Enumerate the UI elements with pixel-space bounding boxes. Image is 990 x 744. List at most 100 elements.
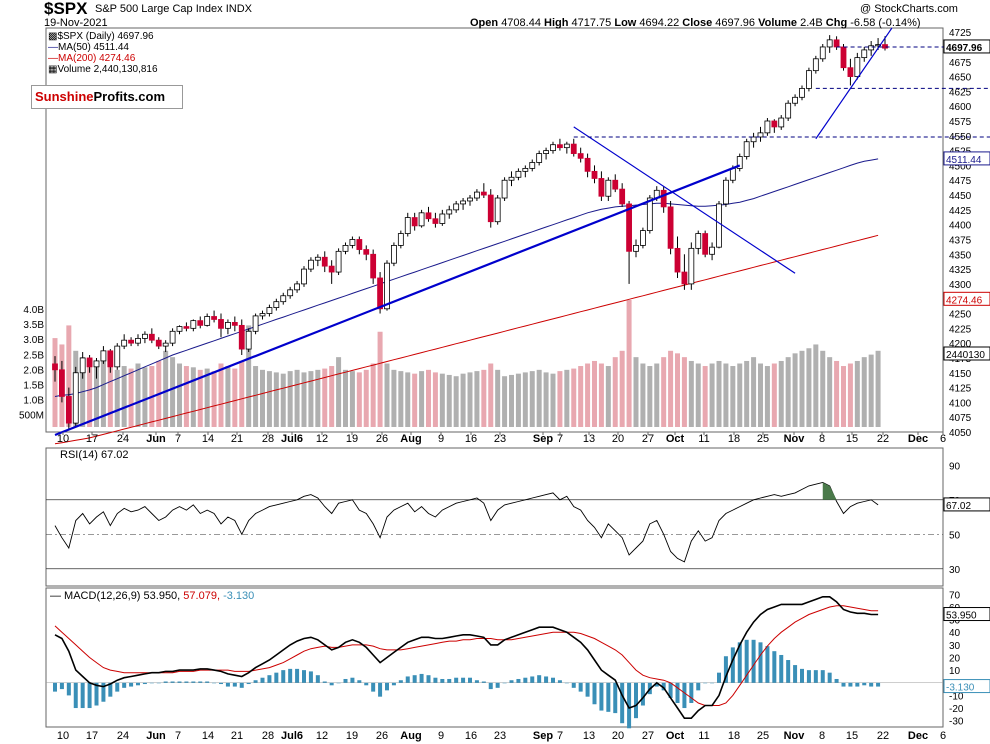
- macd-hist-bar: [378, 682, 383, 697]
- x-tick-label-bottom: 8: [819, 730, 825, 742]
- price-tag-ma50: 4511.44: [946, 155, 982, 166]
- macd-hist-bar: [191, 681, 196, 683]
- volume-bar: [868, 354, 874, 427]
- volume-tick-label: 2.5B: [23, 350, 44, 361]
- candle-body: [273, 301, 280, 309]
- macd-hist-bar: [129, 682, 134, 687]
- x-tick-label-top: Jul6: [281, 433, 303, 445]
- macd-hist-bar: [544, 676, 549, 683]
- volume-bar: [239, 360, 245, 427]
- candle-body: [190, 320, 197, 329]
- price-tick-label: 4550: [949, 132, 972, 143]
- candle-body: [328, 265, 335, 273]
- macd-hist-bar: [80, 682, 85, 709]
- macd-tag: 53.950: [946, 611, 977, 622]
- macd-hist-bar: [198, 681, 203, 683]
- macd-hist-bar: [820, 670, 825, 683]
- volume-bar: [246, 325, 252, 427]
- candle-body: [833, 39, 840, 48]
- candle-body: [674, 247, 681, 273]
- volume-bar: [723, 363, 729, 427]
- volume-bar: [266, 371, 272, 427]
- macd-hist-bar: [246, 682, 251, 685]
- macd-hist-bar: [115, 682, 120, 692]
- x-tick-label-top: 26: [376, 433, 388, 445]
- candle-body: [439, 213, 446, 224]
- volume-bar: [509, 374, 514, 427]
- x-tick-label-top: 15: [846, 433, 858, 445]
- volume-bar: [702, 366, 708, 427]
- x-tick-label-bottom: 25: [757, 730, 769, 742]
- ma50-line: [54, 158, 879, 397]
- macd-hist-bar: [585, 682, 590, 697]
- candle-body: [709, 246, 715, 255]
- macd-tick-label: 10: [949, 666, 961, 677]
- volume-bar: [640, 363, 646, 427]
- macd-tick-label: -20: [949, 704, 964, 715]
- macd-hist-bar: [336, 682, 341, 684]
- macd-hist-bar: [260, 677, 265, 683]
- candle-body: [819, 46, 826, 60]
- macd-hist-bar: [142, 682, 147, 685]
- candle-body: [135, 338, 141, 344]
- macd-tick-label: 20: [949, 654, 961, 665]
- volume-bar: [100, 360, 106, 427]
- candle-body: [218, 319, 224, 329]
- candle-body: [411, 217, 418, 227]
- macd-hist-bar: [689, 682, 694, 703]
- candle-body: [729, 167, 736, 181]
- x-tick-label-top: 22: [877, 433, 889, 445]
- macd-hist-bar: [329, 682, 334, 686]
- x-tick-label-bottom: 6: [940, 730, 946, 742]
- volume-bar: [827, 357, 833, 427]
- volume-bar: [197, 369, 203, 427]
- macd-hist-bar: [184, 681, 189, 683]
- x-tick-label-top: 8: [819, 433, 825, 445]
- price-tick-label: 4350: [949, 250, 972, 261]
- volume-bar: [370, 363, 376, 427]
- volume-bar: [439, 373, 445, 427]
- macd-hist-bar: [772, 651, 777, 683]
- macd-hist-bar: [654, 682, 659, 687]
- macd-hist-bar: [87, 682, 92, 709]
- x-tick-label-bottom: 18: [728, 730, 740, 742]
- macd-hist-tag-box: [943, 679, 990, 694]
- volume-bar: [543, 372, 549, 427]
- candle-body: [563, 143, 570, 149]
- x-tick-label-bottom: Dec: [908, 730, 928, 742]
- volume-bar: [294, 369, 300, 427]
- volume-bar: [343, 369, 348, 427]
- volume-bar: [467, 372, 473, 427]
- macd-hist-bar: [274, 672, 279, 683]
- price-tag-ma200: 4274.46: [946, 295, 983, 306]
- volume-bar: [550, 373, 556, 427]
- candle-body: [231, 322, 238, 326]
- volume-bar: [287, 371, 293, 427]
- macd-hist-bar: [523, 677, 528, 683]
- candle-body: [425, 212, 432, 220]
- macd-hist-bar: [557, 680, 562, 683]
- logo-part2: Profits.com: [93, 89, 166, 104]
- macd-hist-bar: [827, 672, 832, 683]
- volume-bar: [260, 369, 265, 427]
- volume-bar: [571, 368, 577, 427]
- macd-hist-bar: [613, 682, 618, 714]
- macd-hist-bar: [225, 682, 230, 687]
- volume-bar: [177, 363, 182, 427]
- candle-body: [377, 277, 383, 310]
- volume-bar: [204, 368, 210, 427]
- volume-bar: [598, 363, 604, 427]
- x-tick-label-bottom: 21: [231, 730, 243, 742]
- price-tag-close: 4697.96: [946, 43, 983, 54]
- candle-body: [474, 191, 480, 199]
- macd-hist-bar: [696, 682, 701, 691]
- price-tick-label: 4375: [949, 235, 972, 246]
- candle-body: [646, 197, 653, 231]
- volume-bar: [481, 369, 487, 427]
- macd-hist-bar: [620, 682, 625, 724]
- volume-bar: [329, 366, 335, 427]
- volume-bar: [764, 366, 770, 427]
- volume-bar: [405, 372, 411, 427]
- macd-hist-bar: [834, 678, 839, 683]
- volume-bar: [854, 360, 860, 427]
